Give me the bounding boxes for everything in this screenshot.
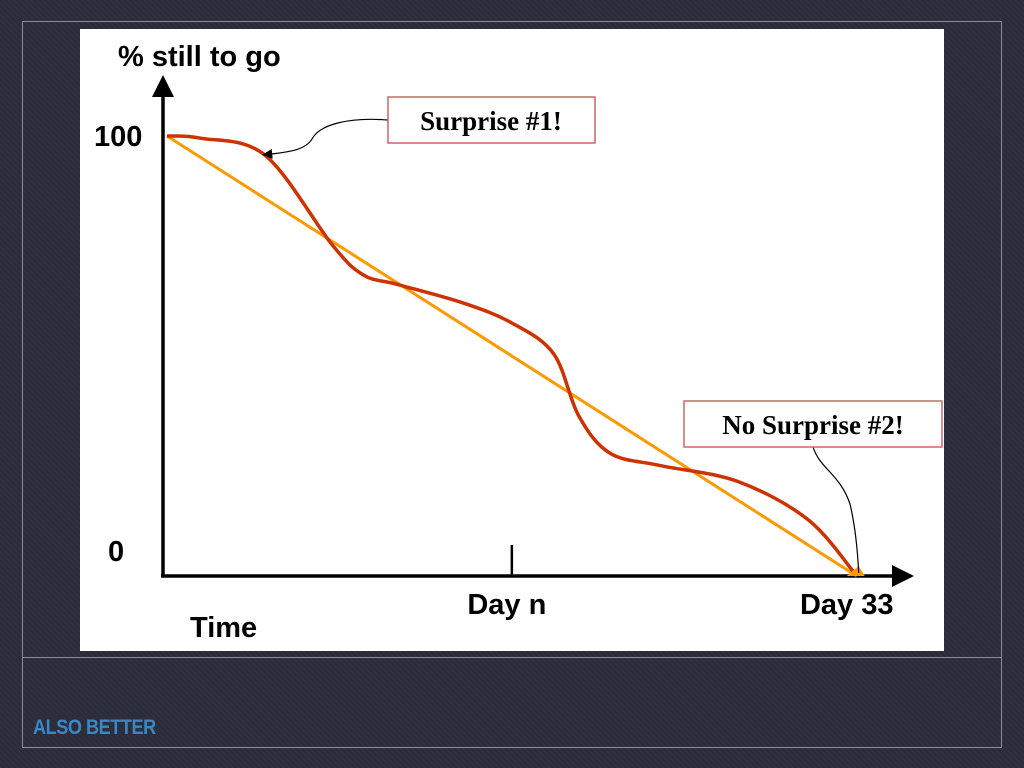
end-point-marker — [846, 566, 865, 576]
x-tick-label-day-33: Day 33 — [800, 589, 894, 621]
ideal-burndown-line — [166, 134, 858, 578]
no-surprise-2-label: No Surprise #2! — [722, 410, 904, 440]
no-surprise-2-box — [683, 400, 943, 448]
x-axis-arrow — [892, 565, 914, 587]
actual-burndown-curve — [166, 134, 859, 578]
no-surprise-2-connector — [812, 446, 860, 574]
x-tick-label-day-n: Day n — [467, 589, 546, 621]
y-tick-label-100: 100 — [94, 121, 142, 153]
y-axis-arrow — [152, 75, 174, 97]
surprise-1-connector — [262, 118, 389, 159]
slide-frame-bottom — [22, 657, 1002, 748]
y-tick-label-0: 0 — [108, 536, 124, 568]
burndown-chart: % still to go 100 0 Time Day n Day 33 Su… — [94, 41, 943, 644]
slide-frame-top — [22, 21, 1002, 657]
surprise-1-label: Surprise #1! — [420, 106, 562, 136]
slide-caption: ALSO BETTER — [33, 716, 156, 739]
surprise-1-box — [387, 96, 596, 144]
chart-panel: % still to go 100 0 Time Day n Day 33 Su… — [80, 29, 944, 651]
x-axis-label: Time — [190, 612, 257, 644]
y-axis-label: % still to go — [118, 41, 281, 73]
